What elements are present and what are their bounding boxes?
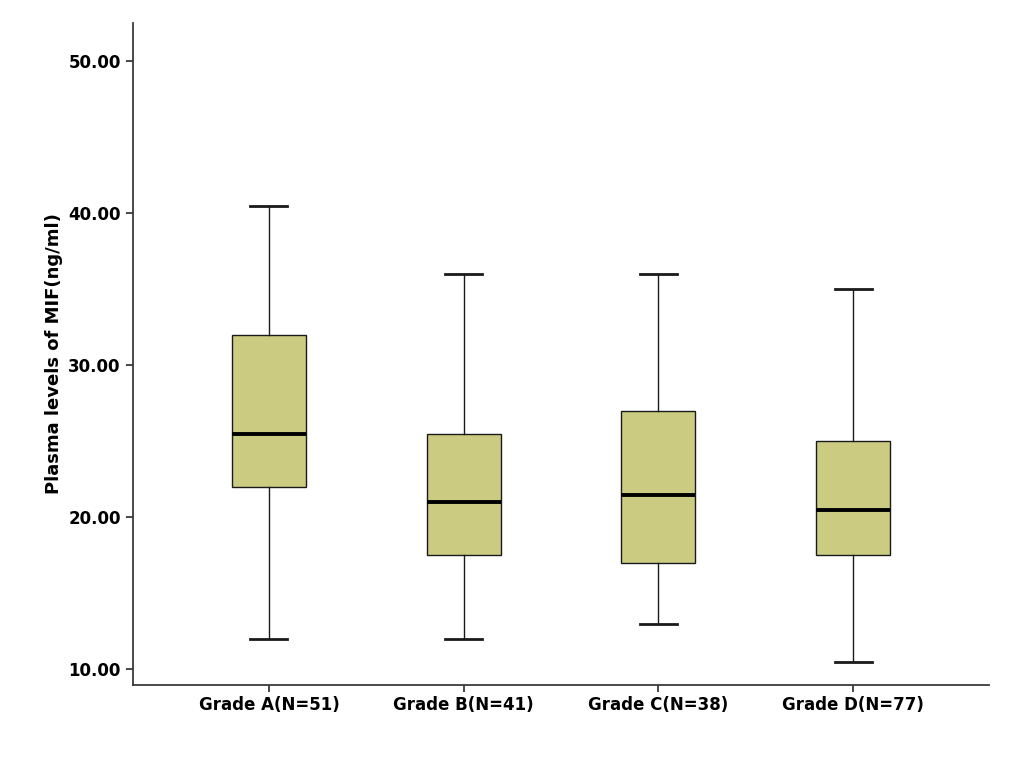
PathPatch shape	[231, 335, 306, 487]
PathPatch shape	[815, 441, 890, 555]
PathPatch shape	[426, 434, 500, 555]
PathPatch shape	[621, 411, 695, 563]
Y-axis label: Plasma levels of MIF(ng/ml): Plasma levels of MIF(ng/ml)	[45, 213, 63, 495]
